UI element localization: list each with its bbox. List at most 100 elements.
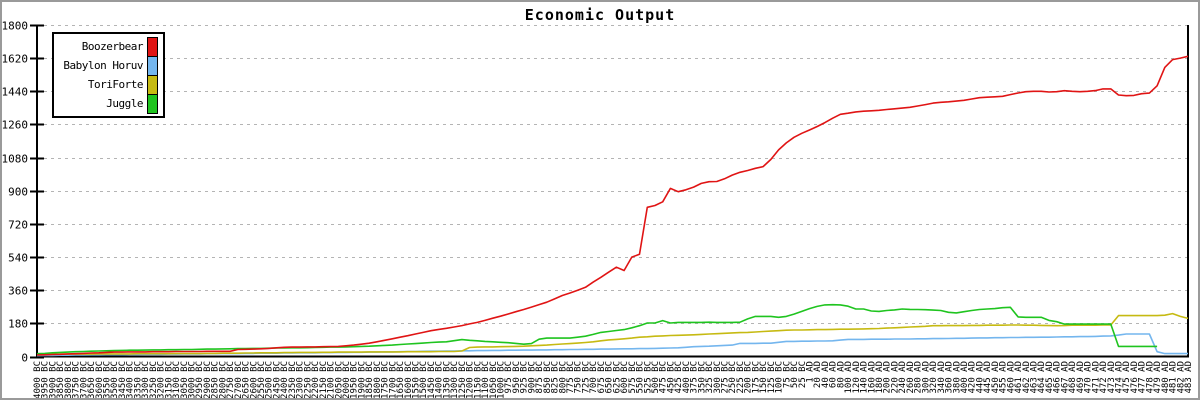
x-tick-label: 475 BC (659, 361, 669, 394)
x-tick-label: 475 AD (1122, 361, 1132, 394)
x-tick-label: 175 BC (751, 361, 761, 394)
x-tick-label: 250 BC (728, 361, 738, 394)
x-tick-label: 20 AD (813, 361, 823, 388)
legend-item: Boozerbear (54, 36, 158, 57)
x-tick-label: 477 AD (1138, 361, 1148, 394)
y-tick-label: 1440 (2, 86, 28, 99)
x-tick-label: 1300 BC (450, 361, 460, 399)
x-tick-label: 3450 BC (118, 361, 128, 399)
x-tick-label: 275 BC (721, 361, 731, 394)
x-tick-label: 180 AD (875, 361, 885, 394)
series-line-babylon-horuv (36, 333, 1188, 357)
x-tick-label: 800 BC (558, 361, 568, 394)
x-tick-label: 3150 BC (164, 361, 174, 399)
x-tick-label: 467 AD (1060, 361, 1070, 394)
x-tick-label: 3200 BC (157, 361, 167, 399)
x-tick-label: 466 AD (1053, 361, 1063, 394)
x-tick-label: 445 AD (983, 361, 993, 394)
x-tick-label: 400 AD (960, 361, 970, 394)
x-tick-label: 350 BC (697, 361, 707, 394)
x-tick-label: 482 AD (1176, 361, 1186, 394)
x-tick-label: 200 AD (883, 361, 893, 394)
x-tick-label: 525 BC (643, 361, 653, 394)
x-tick-label: 455 AD (999, 361, 1009, 394)
x-tick-label: 2250 BC (303, 361, 313, 399)
x-tick-label: 468 AD (1068, 361, 1078, 394)
x-tick-label: 220 AD (890, 361, 900, 394)
x-tick-label: 2400 BC (280, 361, 290, 399)
x-tick-label: 925 BC (520, 361, 530, 394)
series-line-juggle (36, 303, 1158, 355)
series-line-toriforte (37, 312, 1189, 356)
x-tick-label: 120 AD (852, 361, 862, 394)
x-tick-label: 325 BC (705, 361, 715, 394)
x-tick-label: 2600 BC (249, 361, 259, 399)
x-tick-label: 140 AD (860, 361, 870, 394)
x-tick-label: 450 BC (666, 361, 676, 394)
x-tick-label: 2950 BC (195, 361, 205, 399)
x-tick-label: 2650 BC (242, 361, 252, 399)
x-tick-label: 3600 BC (95, 361, 105, 399)
x-tick-label: 260 AD (906, 361, 916, 394)
x-tick-label: 462 AD (1022, 361, 1032, 394)
chart-title: Economic Output (524, 6, 676, 24)
x-tick-label: 1250 BC (458, 361, 468, 399)
x-tick-label: 25 BC (798, 361, 808, 388)
x-tick-label: 80 AD (836, 361, 846, 388)
x-tick-label: 2300 BC (296, 361, 306, 399)
x-tick-label: 900 BC (527, 361, 537, 394)
y-tick-label: 1080 (2, 153, 28, 166)
x-tick-label: 478 AD (1145, 361, 1155, 394)
x-tick-label: 481 AD (1169, 361, 1179, 394)
x-tick-label: 850 BC (543, 361, 553, 394)
x-tick-label: 825 BC (551, 361, 561, 394)
x-tick-label: 575 BC (628, 361, 638, 394)
x-tick-label: 440 AD (975, 361, 985, 394)
y-tick-label: 360 (8, 285, 28, 298)
x-tick-label: 1500 BC (419, 361, 429, 399)
x-tick-label: 650 BC (605, 361, 615, 394)
x-tick-label: 3900 BC (48, 361, 58, 399)
x-tick-label: 2050 BC (334, 361, 344, 399)
x-tick-label: 471 AD (1091, 361, 1101, 394)
x-tick-label: 300 BC (713, 361, 723, 394)
x-tick-label: 950 BC (512, 361, 522, 394)
series-line-boozerbear (36, 55, 1189, 356)
x-tick-label: 3500 BC (110, 361, 120, 399)
x-tick-label: 1100 BC (481, 361, 491, 399)
legend-item: ToriForte (54, 74, 158, 95)
x-tick-label: 1000 BC (496, 361, 506, 399)
legend-item: Babylon Horuv (54, 55, 158, 76)
x-tick-label: 3800 BC (64, 361, 74, 399)
x-tick-label: 60 AD (829, 361, 839, 388)
x-tick-label: 3250 BC (149, 361, 159, 399)
x-tick-label: 4000 BC (33, 361, 43, 399)
y-tick-label: 1260 (2, 119, 28, 132)
x-tick-label: 625 BC (612, 361, 622, 394)
legend-label: Babylon Horuv (63, 59, 143, 72)
x-tick-label: 1800 BC (373, 361, 383, 399)
x-tick-label: 150 BC (759, 361, 769, 394)
x-tick-label: 472 AD (1099, 361, 1109, 394)
x-tick-label: 3750 BC (72, 361, 82, 399)
x-tick-label: 40 AD (821, 361, 831, 388)
y-tick-label: 180 (8, 318, 28, 331)
x-tick-label: 2150 BC (319, 361, 329, 399)
x-tick-label: 225 BC (736, 361, 746, 394)
y-tick-label: 1800 (2, 20, 28, 33)
x-tick-label: 240 AD (898, 361, 908, 394)
x-tick-label: 2200 BC (311, 361, 321, 399)
x-tick-label: 1350 BC (442, 361, 452, 399)
x-tick-label: 480 AD (1161, 361, 1171, 394)
y-tick-label: 900 (8, 186, 28, 199)
x-tick-label: 1700 BC (388, 361, 398, 399)
x-tick-label: 400 BC (682, 361, 692, 394)
x-tick-label: 461 AD (1014, 361, 1024, 394)
x-tick-label: 479 AD (1153, 361, 1163, 394)
x-tick-label: 1750 BC (381, 361, 391, 399)
x-tick-label: 875 BC (535, 361, 545, 394)
x-tick-label: 3700 BC (79, 361, 89, 399)
x-tick-label: 3000 BC (187, 361, 197, 399)
